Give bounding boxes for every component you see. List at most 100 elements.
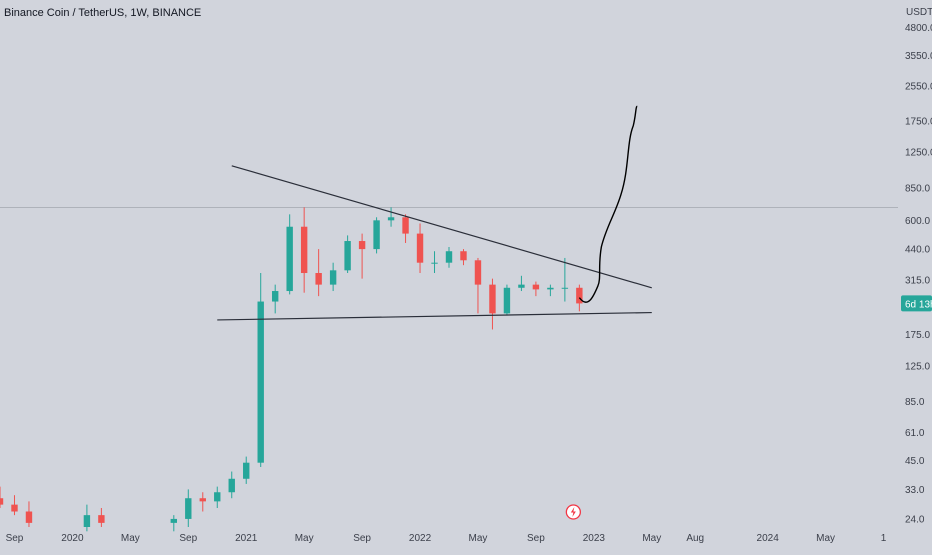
candle-body [416, 233, 424, 263]
price-axis-label: 33.0 [905, 485, 925, 496]
candle-body [431, 262, 438, 264]
price-axis-label: 3550.0 [905, 51, 932, 62]
candle [83, 504, 91, 532]
price-axis-label: 600.0 [905, 216, 930, 227]
current-price-tag: 6d 13h [901, 295, 932, 312]
price-axis-label: 440.0 [905, 245, 930, 256]
candle [373, 217, 380, 254]
price-axis-label: 125.0 [905, 361, 930, 372]
candle [474, 257, 482, 314]
candle-body [25, 511, 33, 523]
time-axis-label: Sep [353, 533, 371, 544]
candle [445, 247, 453, 268]
time-axis-label: 2020 [61, 533, 84, 544]
candle [315, 249, 322, 297]
candle-body [83, 515, 91, 527]
time-axis-label: Sep [179, 533, 197, 544]
price-tag-label: 6d 13h [905, 299, 932, 310]
candle-body [518, 284, 525, 288]
candle [358, 233, 366, 279]
axes-layer: USDT 4800.0 3550.0 2550.0 1750.0 1250.0 850.0 6… [6, 7, 932, 544]
time-axis-label: May [469, 533, 488, 544]
candle [329, 262, 337, 292]
price-axis-label: 24.0 [905, 514, 925, 525]
candle [518, 275, 525, 292]
candle [228, 471, 235, 499]
candle-body [445, 251, 453, 263]
price-axis-label: 175.0 [905, 330, 930, 341]
lightning-icon-bolt [570, 507, 576, 517]
candle [214, 486, 221, 509]
drawings-layer [217, 105, 652, 321]
candle [532, 281, 540, 297]
price-axis-label: 45.0 [905, 456, 925, 467]
time-axis-label: May [295, 533, 314, 544]
candle-body [503, 287, 511, 314]
price-axis-label: 315.0 [905, 276, 930, 287]
candle-body [532, 284, 540, 290]
chart-title: Binance Coin / TetherUS, 1W, BINANCE [4, 7, 202, 19]
candle-body [329, 270, 337, 285]
time-axis-label: 2021 [235, 533, 258, 544]
candle [416, 223, 424, 274]
time-axis-label: May [642, 533, 661, 544]
candle-body [402, 217, 409, 234]
time-axis-label: May [121, 533, 140, 544]
candle [489, 278, 496, 330]
projection-sketch[interactable] [578, 105, 638, 303]
candle-body [460, 251, 467, 261]
candle-body [271, 291, 279, 302]
candle-body [199, 498, 206, 502]
time-axis-label: May [816, 533, 835, 544]
candle-body [547, 287, 554, 290]
candle [199, 492, 206, 512]
candle-body [11, 504, 18, 512]
candle [286, 214, 293, 295]
candle-body [300, 226, 308, 274]
price-axis-label: 1750.0 [905, 117, 932, 128]
candle [503, 284, 511, 316]
candle [460, 249, 467, 266]
candle [431, 251, 438, 274]
candle [243, 456, 250, 484]
candle-body [98, 515, 105, 523]
price-tag-background [901, 295, 932, 312]
candle [0, 486, 4, 509]
candle [257, 273, 264, 468]
candle-body [387, 217, 395, 221]
candle-body [576, 287, 583, 304]
candle-body [0, 498, 4, 505]
candles-layer [0, 207, 583, 532]
candle-body [561, 287, 569, 289]
candle-body [170, 518, 178, 523]
candle-body [358, 241, 366, 250]
candle-body [474, 260, 482, 285]
time-axis-label: Sep [6, 533, 24, 544]
candle-body [257, 301, 264, 463]
price-axis-label: 2550.0 [905, 82, 932, 93]
time-axis-label: Sep [527, 533, 545, 544]
support-trendline[interactable] [217, 311, 652, 321]
time-axis-label: Aug [686, 533, 704, 544]
price-axis-label: 85.0 [905, 397, 925, 408]
candle [185, 489, 192, 527]
descending-trendline[interactable] [231, 165, 652, 289]
candle-body [344, 241, 351, 271]
candle-body [373, 220, 380, 250]
lightning-icon[interactable] [565, 504, 582, 520]
time-axis-label: 1 [881, 533, 887, 544]
time-axis-label: 2022 [409, 533, 432, 544]
candle-body [185, 498, 192, 519]
candle [561, 257, 569, 302]
candle-body [243, 462, 250, 479]
candle [344, 235, 351, 274]
price-axis-label: 4800.0 [905, 23, 932, 34]
candle [271, 284, 279, 314]
candle [547, 284, 554, 297]
candle [300, 207, 308, 293]
candle [98, 508, 105, 527]
candle [25, 501, 33, 527]
price-axis-label: 850.0 [905, 184, 930, 195]
